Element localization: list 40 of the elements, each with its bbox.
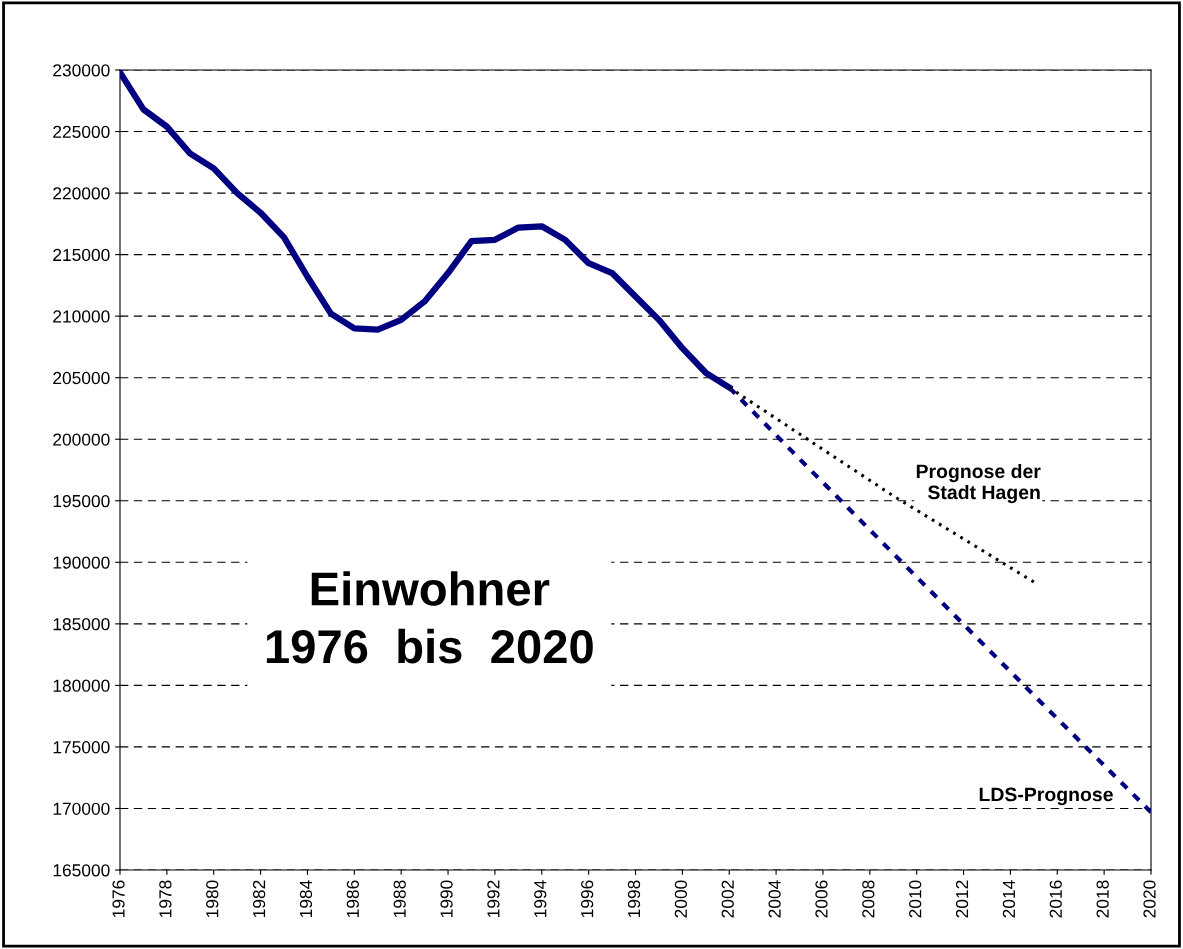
x-tick-label: 1992 [487,880,500,918]
y-tick-label: 180000 [53,679,110,692]
x-tick-label: 1986 [346,880,359,918]
y-tick-label: 220000 [53,187,110,200]
x-tick-label: 2016 [1049,880,1062,918]
y-tick-label: 215000 [53,248,110,262]
y-tick-label: 185000 [53,618,110,631]
x-tick-label: 2020 [1143,880,1156,918]
y-tick-label: 210000 [53,310,110,323]
x-tick-label: 2002 [721,880,734,918]
y-tick-label: 195000 [53,494,110,508]
series-label: LDS-Prognose [979,787,1113,806]
x-tick-label: 1990 [440,880,453,918]
x-tick-label: 2008 [862,880,875,918]
y-tick-label: 205000 [53,371,110,385]
x-tick-label: 1982 [252,880,266,918]
x-tick-label: 1988 [393,880,406,918]
x-tick-label: 2006 [815,880,828,918]
x-tick-label: 1998 [627,880,641,918]
y-tick-label: 165000 [53,864,110,877]
series-label: Prognose der Stadt Hagen [916,463,1041,504]
y-tick-label: 230000 [53,64,110,77]
x-tick-label: 1984 [299,880,313,918]
text: Einwohner 1976 bis 2020 [266,571,593,664]
y-tick-label: 170000 [53,802,110,815]
x-tick-label: 2012 [955,880,969,918]
x-tick-label: 1980 [206,880,219,918]
x-tick-label: 2018 [1096,880,1109,918]
x-tick-label: 2010 [909,880,922,918]
x-tick-label: 1976 [112,880,125,918]
x-tick-label: 2004 [768,880,781,918]
x-tick-label: 1994 [534,880,547,918]
y-tick-label: 175000 [53,741,110,754]
y-tick-label: 225000 [53,125,110,138]
x-tick-label: 1978 [159,880,172,918]
x-tick-label: 1996 [581,880,594,918]
x-tick-label: 2000 [674,880,688,918]
x-tick-label: 2014 [1002,880,1016,918]
y-tick-label: 200000 [53,433,110,446]
y-tick-label: 190000 [53,556,110,569]
